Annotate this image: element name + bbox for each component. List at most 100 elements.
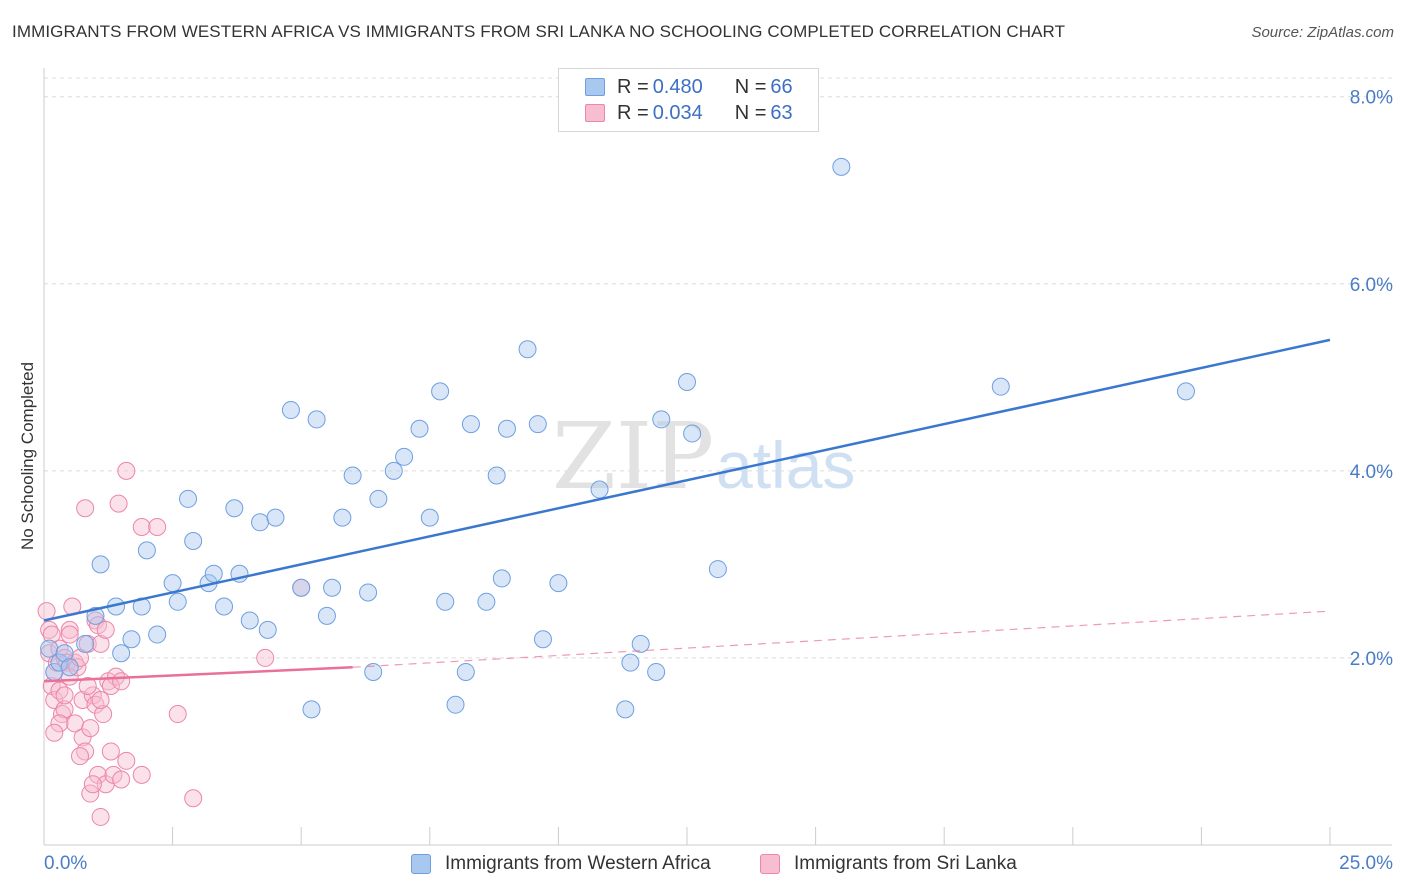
legend-swatch-sri-lanka [585,104,605,122]
sri-lanka-point [37,602,56,621]
sri-lanka-point [71,747,90,766]
western-africa-point [477,592,496,611]
sri-lanka-point [117,751,136,770]
sri-lanka-point [40,620,59,639]
legend-r-value-sri-lanka: 0.034 [652,101,703,124]
western-africa-point [204,564,223,583]
western-africa-point [487,466,506,485]
western-africa-point [533,630,552,649]
western-africa-point [333,508,352,527]
watermark-atlas: atlas [716,428,855,502]
western-africa-point [384,461,403,480]
western-africa-point [258,620,277,639]
western-africa-point [708,560,727,579]
western-africa-point [323,578,342,597]
x-tick-label: 25.0% [1339,853,1393,874]
x-tick-label: 0.0% [44,853,87,874]
western-africa-point [647,662,666,681]
bottom-legend-label-sri-lanka: Immigrants from Sri Lanka [794,853,1017,874]
sri-lanka-trendline [43,666,353,683]
legend-r-label: R = [617,101,649,124]
western-africa-point [431,382,450,401]
western-africa-point [225,499,244,518]
sri-lanka-point [109,494,128,513]
western-africa-point [122,630,141,649]
western-africa-point [137,541,156,560]
bottom-legend-label-western-africa: Immigrants from Western Africa [445,853,711,874]
western-africa-point [461,415,480,434]
western-africa-point [683,424,702,443]
sri-lanka-point [91,691,110,710]
western-africa-point [307,410,326,429]
western-africa-point [60,658,79,677]
western-africa-point [168,592,187,611]
correlation-legend: R = 0.480 N = 66 R = 0.034 N = 63 [558,68,819,132]
western-africa-trendline [43,338,1331,622]
legend-n-value-sri-lanka: 63 [770,101,793,124]
western-africa-point [292,578,311,597]
sri-lanka-point [117,461,136,480]
sri-lanka-point [184,789,203,808]
legend-r-value-western-africa: 0.480 [652,75,703,98]
western-africa-point [528,415,547,434]
western-africa-point [163,574,182,593]
western-africa-point [343,466,362,485]
sri-lanka-point [78,676,97,695]
sri-lanka-point [81,719,100,738]
sri-lanka-point [112,770,131,789]
sri-lanka-point [86,611,105,630]
western-africa-point [148,625,167,644]
western-africa-point [91,555,110,574]
sri-lanka-point [76,499,95,518]
western-africa-point [395,447,414,466]
western-africa-point [420,508,439,527]
sri-lanka-point [45,723,64,742]
western-africa-point [549,574,568,593]
western-africa-point [55,644,74,663]
western-africa-point [179,489,198,508]
sri-lanka-point [83,775,102,794]
y-tick-label: 8.0% [1350,88,1393,109]
western-africa-point [456,662,475,681]
sri-lanka-point [42,625,61,644]
western-africa-point [86,606,105,625]
legend-r-label: R = [617,75,649,98]
western-africa-point [240,611,259,630]
sri-lanka-point [94,705,113,724]
western-africa-point [359,583,378,602]
western-africa-point [40,639,59,658]
sri-lanka-point [101,742,120,761]
western-africa-point [1176,382,1195,401]
legend-row-sri-lanka: R = 0.034 N = 63 [585,101,793,125]
western-africa-point [678,372,696,391]
sri-lanka-trendline-extension [352,610,1331,668]
legend-n-label: N = [734,75,767,98]
western-africa-point [215,597,234,616]
western-africa-point [621,653,640,672]
sri-lanka-point [60,620,79,639]
western-africa-point [497,419,516,438]
y-tick-label: 2.0% [1350,649,1393,670]
western-africa-point [112,644,131,663]
sri-lanka-point [89,765,108,784]
sri-lanka-point [132,765,151,784]
y-tick-label: 4.0% [1350,462,1393,483]
western-africa-point [631,634,650,653]
sri-lanka-point [55,686,74,705]
western-africa-point [364,662,383,681]
legend-n-label: N = [734,101,767,124]
watermark-zip: ZIP [552,403,714,510]
bottom-legend-swatch-sri-lanka [760,854,780,874]
sri-lanka-point [50,714,69,733]
western-africa-point [590,480,609,499]
sri-lanka-point [112,672,131,691]
legend-row-western-africa: R = 0.480 N = 66 [585,75,793,99]
chart-title: IMMIGRANTS FROM WESTERN AFRICA VS IMMIGR… [12,22,1066,41]
sri-lanka-point [168,705,187,724]
western-africa-point [251,513,270,532]
sri-lanka-point [45,691,64,710]
western-africa-point [446,695,465,714]
western-africa-point [652,410,671,429]
western-africa-point [492,569,511,588]
